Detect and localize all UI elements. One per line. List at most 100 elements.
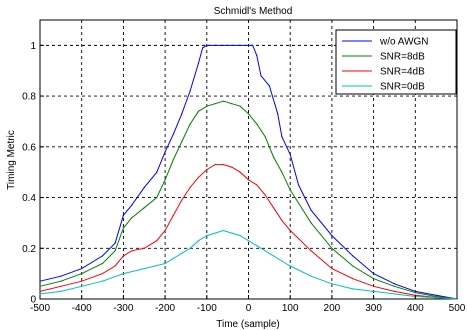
series-1-point	[231, 103, 233, 105]
series-3-point	[181, 252, 183, 254]
series-1-point	[281, 171, 283, 173]
series-0-point	[114, 242, 116, 244]
series-2-point	[231, 166, 233, 168]
series-1-point	[81, 273, 83, 275]
series-3-point	[247, 240, 250, 242]
series-1-point	[122, 227, 124, 229]
series-0-point	[222, 44, 225, 46]
legend: w/o AWGN SNR=8dB SNR=4dB SNR=0dB	[335, 29, 457, 95]
series-3-point	[373, 290, 375, 292]
series-2-point	[310, 250, 312, 252]
series-0-point	[122, 214, 124, 216]
series-1-point	[239, 105, 241, 107]
series-0-point	[297, 184, 300, 186]
y-tick-label: 0.4	[22, 193, 36, 204]
x-tick-label: 300	[365, 303, 382, 314]
series-3-point	[122, 273, 124, 275]
series-3-point	[331, 283, 333, 285]
series-1-point	[264, 136, 266, 138]
x-tick-label: -100	[197, 303, 217, 314]
series-2-point	[143, 247, 145, 249]
series-1-point	[289, 189, 291, 191]
series-1-point	[206, 105, 208, 107]
series-3-point	[256, 245, 258, 247]
series-3-point	[231, 232, 233, 234]
series-1-point	[156, 196, 158, 199]
series-3-point	[101, 280, 104, 282]
series-0-point	[181, 113, 183, 115]
series-0-point	[256, 54, 258, 57]
series-2-point	[172, 214, 175, 216]
series-2-point	[239, 171, 241, 173]
chart-title: Schmidl's Method	[214, 6, 293, 17]
series-1-point	[393, 285, 396, 287]
series-1-point	[414, 292, 416, 294]
series-0-point	[60, 275, 62, 277]
series-0-point	[331, 234, 333, 237]
series-3-point	[239, 234, 241, 237]
series-3-point	[289, 265, 291, 267]
series-1-point	[131, 217, 133, 219]
series-2-point	[272, 207, 275, 209]
series-2-point	[101, 273, 104, 275]
series-2-point	[352, 278, 354, 280]
series-0-point	[281, 136, 283, 138]
series-0-point	[156, 171, 158, 173]
series-2-point	[156, 240, 158, 242]
series-lines	[39, 44, 458, 300]
series-3-point	[164, 262, 166, 265]
series-1-point	[256, 123, 258, 125]
series-3-point	[206, 234, 208, 237]
series-0-point	[277, 113, 279, 115]
series-2-point	[393, 290, 396, 292]
series-0-point	[239, 44, 241, 46]
x-tick-label: 500	[449, 303, 466, 314]
series-3-point	[189, 247, 191, 249]
series-3-point	[39, 293, 41, 295]
series-1-point	[272, 156, 275, 158]
series-0-point	[435, 294, 437, 296]
series-0-point	[172, 133, 175, 135]
x-tick-label: 200	[324, 303, 341, 314]
series-3-point	[310, 275, 312, 277]
series-2-point	[122, 255, 124, 257]
y-tick-label: 0.2	[22, 244, 36, 255]
series-3-point	[222, 229, 225, 232]
series-3-point	[264, 250, 266, 252]
legend-label: w/o AWGN	[379, 37, 429, 48]
series-3-point	[60, 290, 62, 292]
series-0-point	[414, 290, 416, 292]
series-3-point	[272, 255, 275, 257]
series-2-point	[281, 219, 283, 221]
x-tick-label: -500	[30, 303, 50, 314]
series-1-point	[331, 247, 333, 249]
series-0-point	[231, 44, 233, 46]
y-tick-label: 0	[30, 295, 36, 306]
series-1-point	[143, 207, 145, 209]
series-1-point	[373, 278, 375, 280]
series-0-point	[202, 47, 204, 49]
series-1-point	[181, 141, 183, 143]
series-2-point	[247, 179, 250, 181]
series-1-point	[101, 262, 104, 265]
series-0-point	[101, 255, 104, 257]
series-1-point	[164, 179, 166, 181]
series-2-point	[331, 267, 333, 270]
y-tick-labels: 0 0.2 0.4 0.6 0.8 1	[22, 41, 44, 306]
series-1-point	[352, 265, 354, 267]
series-3-point	[143, 267, 145, 270]
series-3-point	[214, 232, 216, 234]
series-2-point	[189, 186, 191, 188]
y-axis-label: Timing Metric	[6, 130, 17, 190]
x-tick-label: -400	[72, 303, 92, 314]
series-1-point	[435, 295, 437, 298]
series-line-3	[39, 229, 458, 300]
series-0-point	[214, 44, 216, 46]
series-1-point	[214, 103, 216, 105]
series-1-point	[247, 113, 250, 115]
series-2-point	[222, 163, 225, 166]
series-0-point	[252, 44, 254, 46]
series-3-point	[197, 240, 200, 242]
series-2-point	[81, 280, 83, 282]
